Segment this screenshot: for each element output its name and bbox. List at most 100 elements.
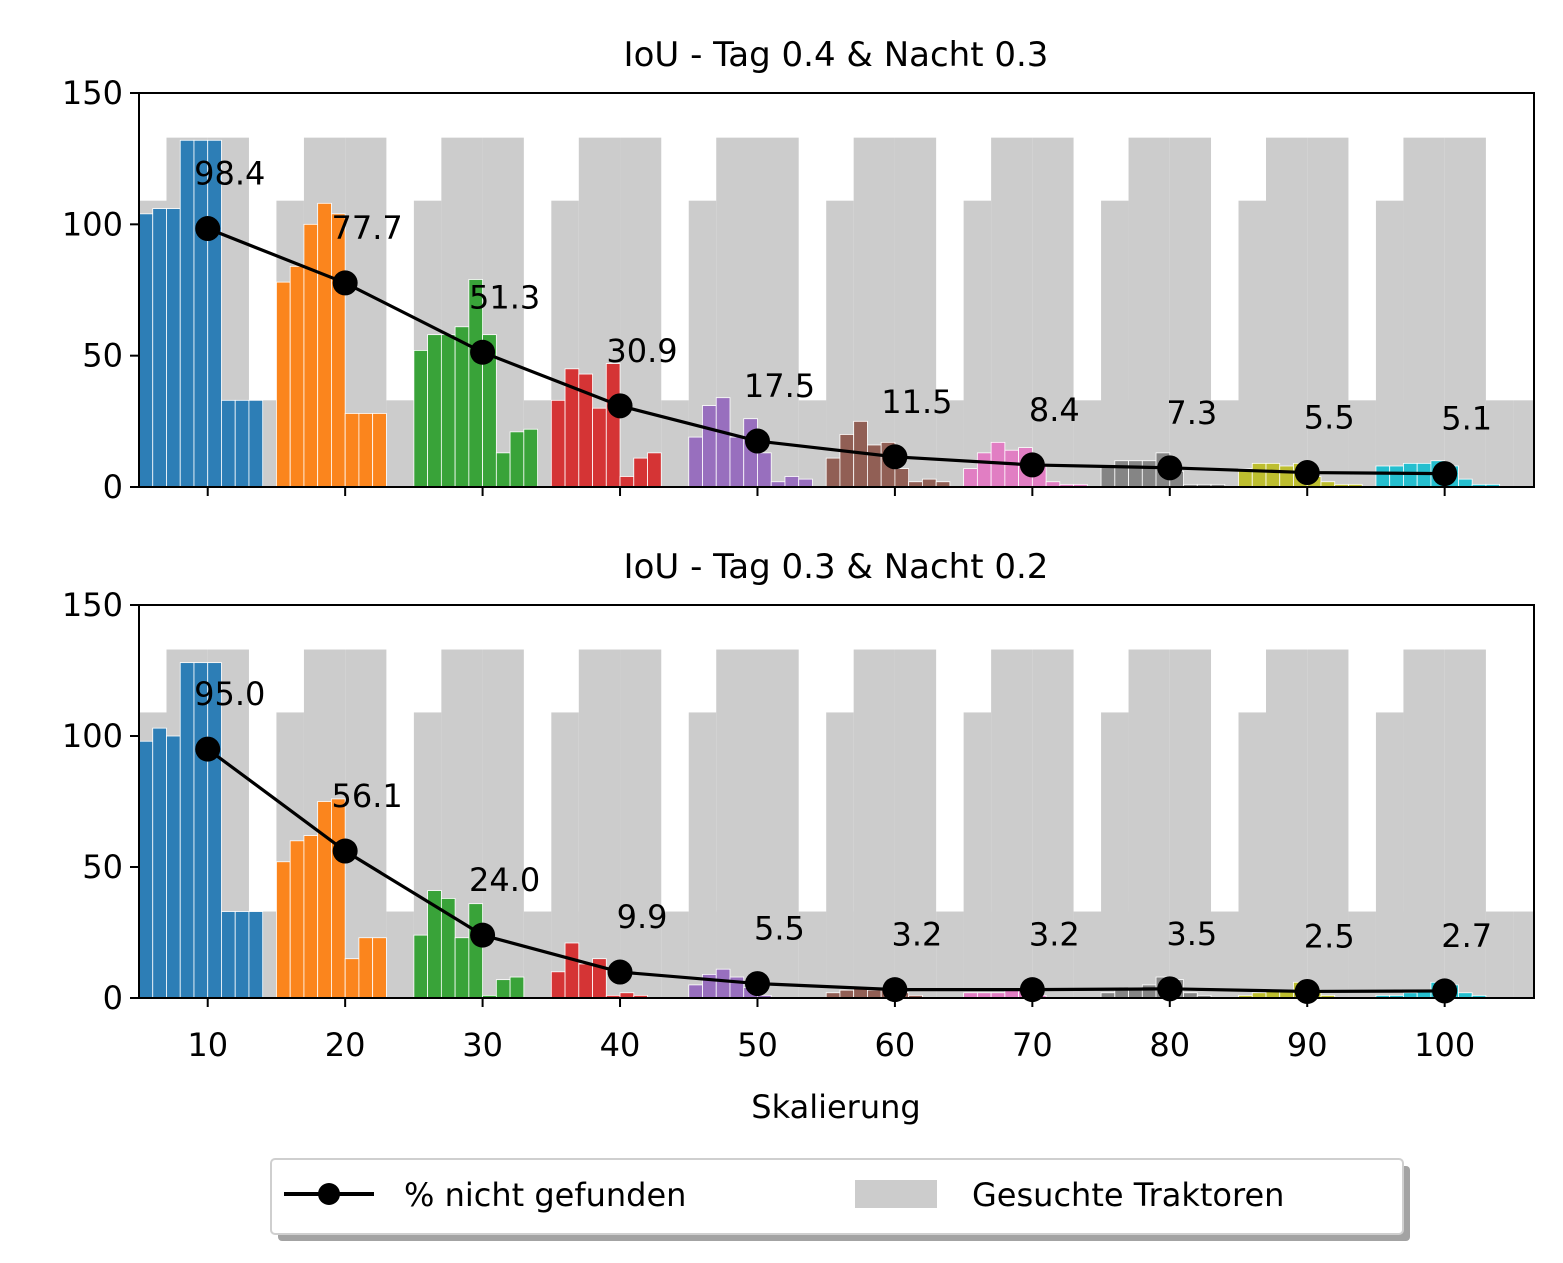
found-bar xyxy=(331,798,346,998)
searched-bar xyxy=(963,200,992,487)
searched-bar xyxy=(1444,137,1486,487)
found-bar xyxy=(688,436,703,487)
found-bar xyxy=(1320,994,1336,998)
panel-title: IoU - Tag 0.4 & Nacht 0.3 xyxy=(624,35,1049,75)
found-bar xyxy=(605,363,621,487)
searched-bar xyxy=(1169,137,1212,487)
found-bar xyxy=(1251,462,1267,487)
data-label: 95.0 xyxy=(194,675,265,713)
line-point xyxy=(195,216,221,242)
searched-bar xyxy=(1101,712,1129,998)
data-label: 9.9 xyxy=(617,898,668,936)
line-point xyxy=(1019,977,1045,1003)
x-tick-label: 40 xyxy=(600,1026,641,1064)
x-tick-label: 30 xyxy=(462,1026,503,1064)
line-point xyxy=(1157,976,1183,1002)
y-tick-label: 50 xyxy=(82,337,123,375)
found-bar xyxy=(468,903,483,998)
searched-bar xyxy=(1073,911,1102,998)
line-point xyxy=(470,922,496,948)
y-tick-label: 100 xyxy=(62,205,123,243)
found-bar xyxy=(1389,465,1404,487)
data-label: 77.7 xyxy=(332,209,403,247)
found-bar xyxy=(1128,460,1143,487)
searched-bar xyxy=(826,712,854,998)
data-label: 98.4 xyxy=(194,155,265,193)
searched-bar xyxy=(963,712,992,998)
line-point xyxy=(744,428,770,454)
x-tick-label: 10 xyxy=(187,1026,228,1064)
legend: % nicht gefunden Gesuchte Traktoren xyxy=(270,1158,1410,1241)
searched-bar xyxy=(1403,649,1445,998)
searched-bar xyxy=(1032,137,1074,487)
x-tick-label: 90 xyxy=(1287,1026,1328,1064)
found-bar xyxy=(289,265,305,487)
searched-bar xyxy=(1238,712,1266,998)
searched-bar xyxy=(853,649,895,998)
searched-bar xyxy=(1211,400,1239,487)
searched-bar xyxy=(661,911,689,998)
line-point xyxy=(332,838,358,864)
found-bar xyxy=(413,350,429,487)
panel-bottom: IoU - Tag 0.3 & Nacht 0.2 95.0 56.1 24.0 9.… xyxy=(62,547,1535,1064)
searched-bar xyxy=(1485,911,1514,998)
legend-marker-swatch xyxy=(318,1183,340,1205)
found-bar xyxy=(550,399,566,487)
found-bar xyxy=(289,840,305,998)
legend-bar-swatch xyxy=(855,1180,937,1208)
found-bar xyxy=(798,478,813,487)
data-label: 7.3 xyxy=(1166,394,1217,432)
searched-bar xyxy=(1403,137,1445,487)
data-label: 8.4 xyxy=(1029,391,1080,429)
searched-bar xyxy=(1128,137,1170,487)
found-bar xyxy=(509,431,525,487)
found-bar xyxy=(633,457,648,487)
y-tick-label: 50 xyxy=(82,848,123,886)
data-label: 51.3 xyxy=(469,278,540,316)
searched-bar xyxy=(798,911,827,998)
found-bar xyxy=(1416,462,1432,487)
data-label: 5.5 xyxy=(1304,399,1355,437)
found-bar xyxy=(248,911,264,998)
found-bar xyxy=(179,139,195,487)
legend-box xyxy=(270,1158,1404,1235)
x-axis-label: Skalierung xyxy=(751,1088,920,1126)
percent-not-found-line xyxy=(207,227,1445,476)
found-bar xyxy=(248,399,264,487)
searched-bar xyxy=(936,400,964,487)
found-bar xyxy=(427,334,442,487)
data-label: 3.2 xyxy=(891,916,942,954)
data-label: 3.2 xyxy=(1029,916,1080,954)
y-tick-label: 100 xyxy=(62,717,123,755)
data-label: 11.5 xyxy=(881,383,952,421)
searched-bar xyxy=(716,649,758,998)
found-bar xyxy=(963,468,978,487)
data-label: 3.5 xyxy=(1166,915,1217,953)
percent-not-found-line xyxy=(206,747,1445,994)
found-bar xyxy=(276,281,291,487)
searched-bar xyxy=(936,911,964,998)
found-bar xyxy=(908,994,923,998)
searched-bar xyxy=(1513,400,1534,487)
found-bar xyxy=(688,984,703,998)
searched-bar xyxy=(1375,200,1404,487)
panel-title: IoU - Tag 0.3 & Nacht 0.2 xyxy=(624,547,1049,587)
found-bar xyxy=(564,942,580,998)
found-bar xyxy=(647,452,662,487)
searched-bar xyxy=(1101,200,1129,487)
data-label: 2.5 xyxy=(1304,917,1355,955)
found-bar xyxy=(784,476,800,487)
legend-line-label: % nicht gefunden xyxy=(404,1176,686,1214)
searched-bar xyxy=(991,137,1033,487)
searched-bar xyxy=(578,649,621,998)
searched-bar xyxy=(1541,400,1563,487)
data-label: 2.7 xyxy=(1441,917,1492,955)
found-bar xyxy=(166,208,181,487)
searched-bar xyxy=(688,712,717,998)
searched-bar xyxy=(1265,649,1308,998)
x-tick-label: 80 xyxy=(1149,1026,1190,1064)
found-bar xyxy=(867,989,882,998)
found-bar xyxy=(1100,465,1116,487)
found-bar xyxy=(358,937,374,998)
searched-bar xyxy=(1169,649,1212,998)
